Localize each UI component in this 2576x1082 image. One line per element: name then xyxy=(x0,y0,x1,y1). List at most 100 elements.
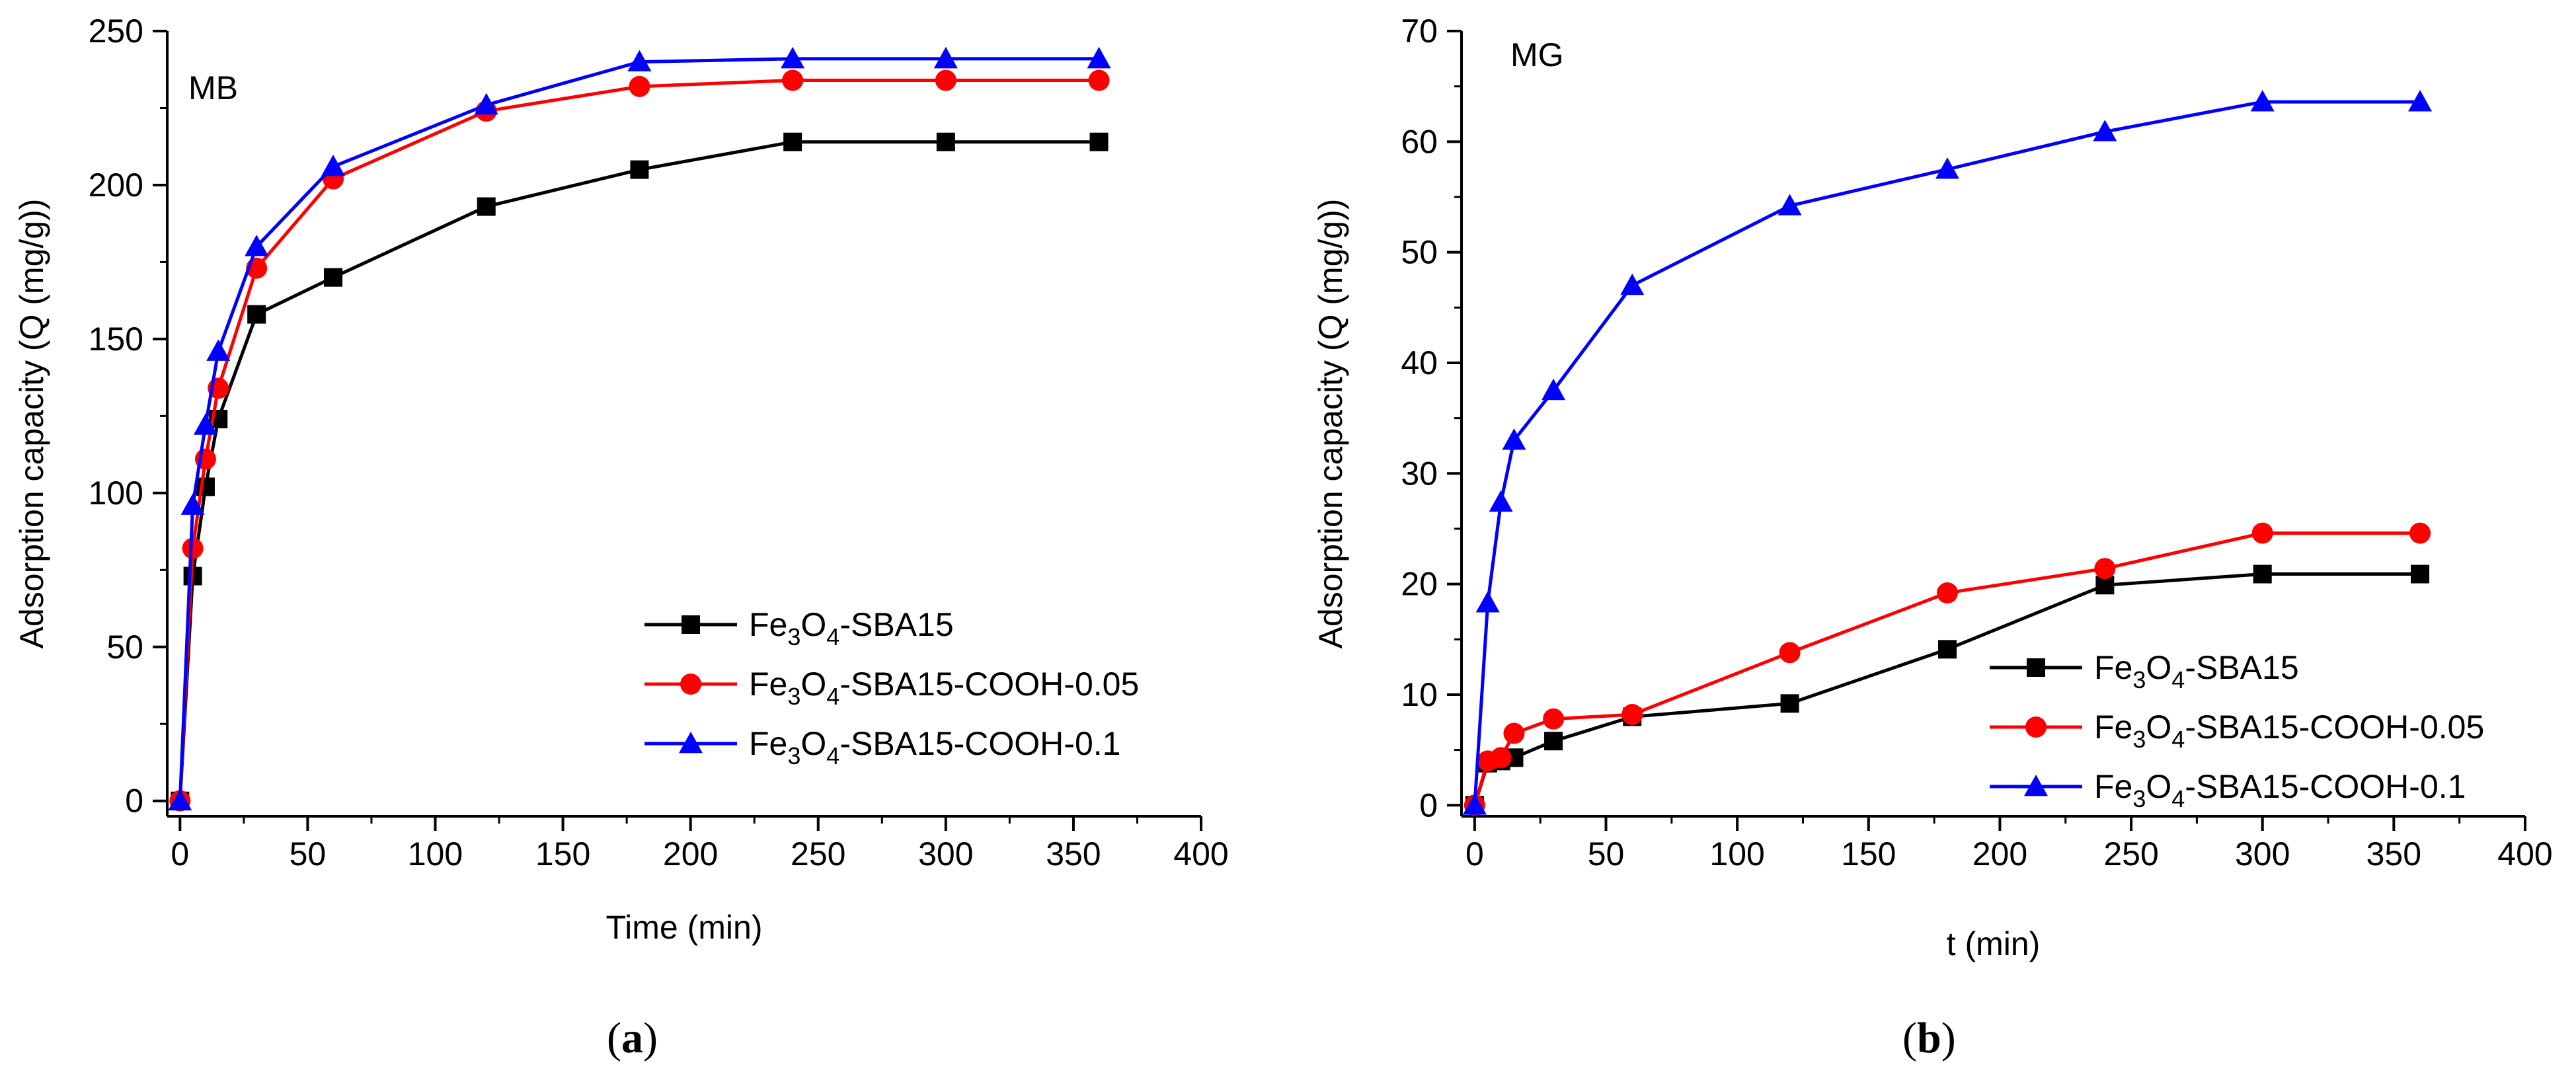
data-point xyxy=(630,160,649,179)
legend-label-part: -SBA15-COOH-0.1 xyxy=(2185,768,2466,805)
data-point xyxy=(245,235,269,256)
y-axis-title: Adsorption capacity (Q (mg/g)) xyxy=(1312,199,1349,649)
panel-label: MB xyxy=(188,69,238,106)
legend-label-part: 4 xyxy=(2171,726,2185,753)
series-2 xyxy=(1462,90,2433,815)
legend-marker xyxy=(2024,775,2048,796)
caption-open: ( xyxy=(1902,1014,1917,1062)
data-point xyxy=(1502,428,1526,450)
legend-label-part: O xyxy=(800,725,826,762)
data-point xyxy=(1542,378,1566,401)
x-tick-label: 0 xyxy=(171,835,189,872)
data-point xyxy=(629,75,650,97)
x-tick-label: 250 xyxy=(2103,835,2158,872)
legend-label-part: 3 xyxy=(787,683,800,710)
data-point xyxy=(474,93,498,115)
data-point xyxy=(1777,194,1802,215)
caption-letter: b xyxy=(1917,1014,1941,1062)
data-point xyxy=(1937,640,1957,659)
x-tick-label: 350 xyxy=(2366,835,2421,872)
data-point xyxy=(2409,522,2431,544)
x-tick-label: 400 xyxy=(1173,835,1228,872)
chart-panel-a: 0 50 100 150 200 250 300 350 400 0 50 100 150 200 250 T… xyxy=(13,13,1229,1062)
data-point xyxy=(1543,708,1565,730)
data-point xyxy=(782,69,804,91)
x-tick-label: 50 xyxy=(1588,835,1625,872)
data-point xyxy=(1088,69,1110,91)
data-point xyxy=(180,493,205,515)
legend-label-part: O xyxy=(2146,768,2171,805)
data-point xyxy=(936,132,955,151)
data-point xyxy=(933,46,958,69)
data-point xyxy=(2408,90,2433,112)
data-point xyxy=(1544,732,1563,751)
data-point xyxy=(1087,46,1111,69)
y-tick-label: 60 xyxy=(1401,123,1438,160)
y-tick-label: 100 xyxy=(89,475,143,512)
legend-label-part: 4 xyxy=(826,742,839,769)
legend-label-part: Fe xyxy=(2094,768,2132,805)
y-tick-label: 50 xyxy=(1401,234,1438,271)
series-0 xyxy=(171,132,1109,810)
legend-label-part: -SBA15 xyxy=(2185,649,2298,686)
legend-label-part: Fe xyxy=(2094,649,2132,686)
panel-caption: (b) xyxy=(1902,1014,1956,1062)
legend-label-part: 4 xyxy=(826,623,839,650)
legend: Fe3O4-SBA15Fe3O4-SBA15-COOH-0.05Fe3O4-SB… xyxy=(644,606,1139,769)
x-tick-label: 200 xyxy=(663,835,718,872)
data-point xyxy=(781,46,805,69)
x-tick-label: 300 xyxy=(918,835,973,872)
y-tick-label: 70 xyxy=(1401,13,1438,50)
x-axis-title: Time (min) xyxy=(605,909,762,946)
legend-entry: Fe3O4-SBA15 xyxy=(2094,649,2299,693)
legend-entry: Fe3O4-SBA15-COOH-0.05 xyxy=(749,666,1139,710)
data-point xyxy=(2250,90,2275,112)
y-tick-label: 10 xyxy=(1401,676,1438,713)
x-tick-label: 400 xyxy=(2497,835,2552,872)
legend-label-part: O xyxy=(2146,649,2171,686)
legend-label-part: O xyxy=(800,666,826,703)
data-point xyxy=(1503,722,1525,744)
legend-label-part: 4 xyxy=(2171,666,2185,693)
y-tick-label: 50 xyxy=(106,629,143,666)
legend-entry: Fe3O4-SBA15-COOH-0.1 xyxy=(2094,768,2466,812)
data-point xyxy=(2411,564,2430,584)
data-point xyxy=(1620,273,1645,295)
legend-label-part: 4 xyxy=(826,683,839,710)
legend-label-part: 3 xyxy=(787,742,800,769)
data-point xyxy=(2094,558,2116,580)
x-tick-label: 150 xyxy=(535,835,590,872)
legend-label-part: 3 xyxy=(2132,726,2146,753)
legend-label-part: Fe xyxy=(749,666,787,703)
x-tick-label: 200 xyxy=(1972,835,2027,872)
legend-marker xyxy=(680,674,701,695)
x-tick-label: 350 xyxy=(1046,835,1101,872)
legend-label-part: Fe xyxy=(749,606,787,643)
caption-close: ) xyxy=(1941,1014,1956,1062)
chart-panel-b: 0 50 100 150 200 250 300 350 400 0 10 20 30 40 50 60 70 t… xyxy=(1312,13,2553,1062)
data-point xyxy=(182,537,204,559)
data-point xyxy=(1475,591,1500,613)
legend-label-part: O xyxy=(2146,709,2171,746)
data-point xyxy=(324,268,343,287)
data-point xyxy=(168,789,192,811)
y-tick-label: 40 xyxy=(1401,344,1438,381)
data-point xyxy=(1089,132,1109,151)
legend-label-part: 3 xyxy=(2132,785,2146,812)
caption-close: ) xyxy=(643,1014,658,1062)
panel-caption: (a) xyxy=(607,1014,658,1062)
y-tick-label: 150 xyxy=(89,321,143,358)
data-point xyxy=(2093,120,2117,141)
series-1 xyxy=(169,69,1110,812)
legend-marker xyxy=(2025,716,2047,738)
x-axis-title: t (min) xyxy=(1947,925,2041,962)
data-point xyxy=(935,69,956,91)
data-point xyxy=(1780,694,1799,713)
data-point xyxy=(1490,747,1512,769)
legend-label-part: Fe xyxy=(2094,709,2132,746)
y-tick-label: 0 xyxy=(125,783,143,820)
data-point xyxy=(627,50,652,71)
data-point xyxy=(1935,157,1959,179)
data-point xyxy=(1462,793,1487,815)
